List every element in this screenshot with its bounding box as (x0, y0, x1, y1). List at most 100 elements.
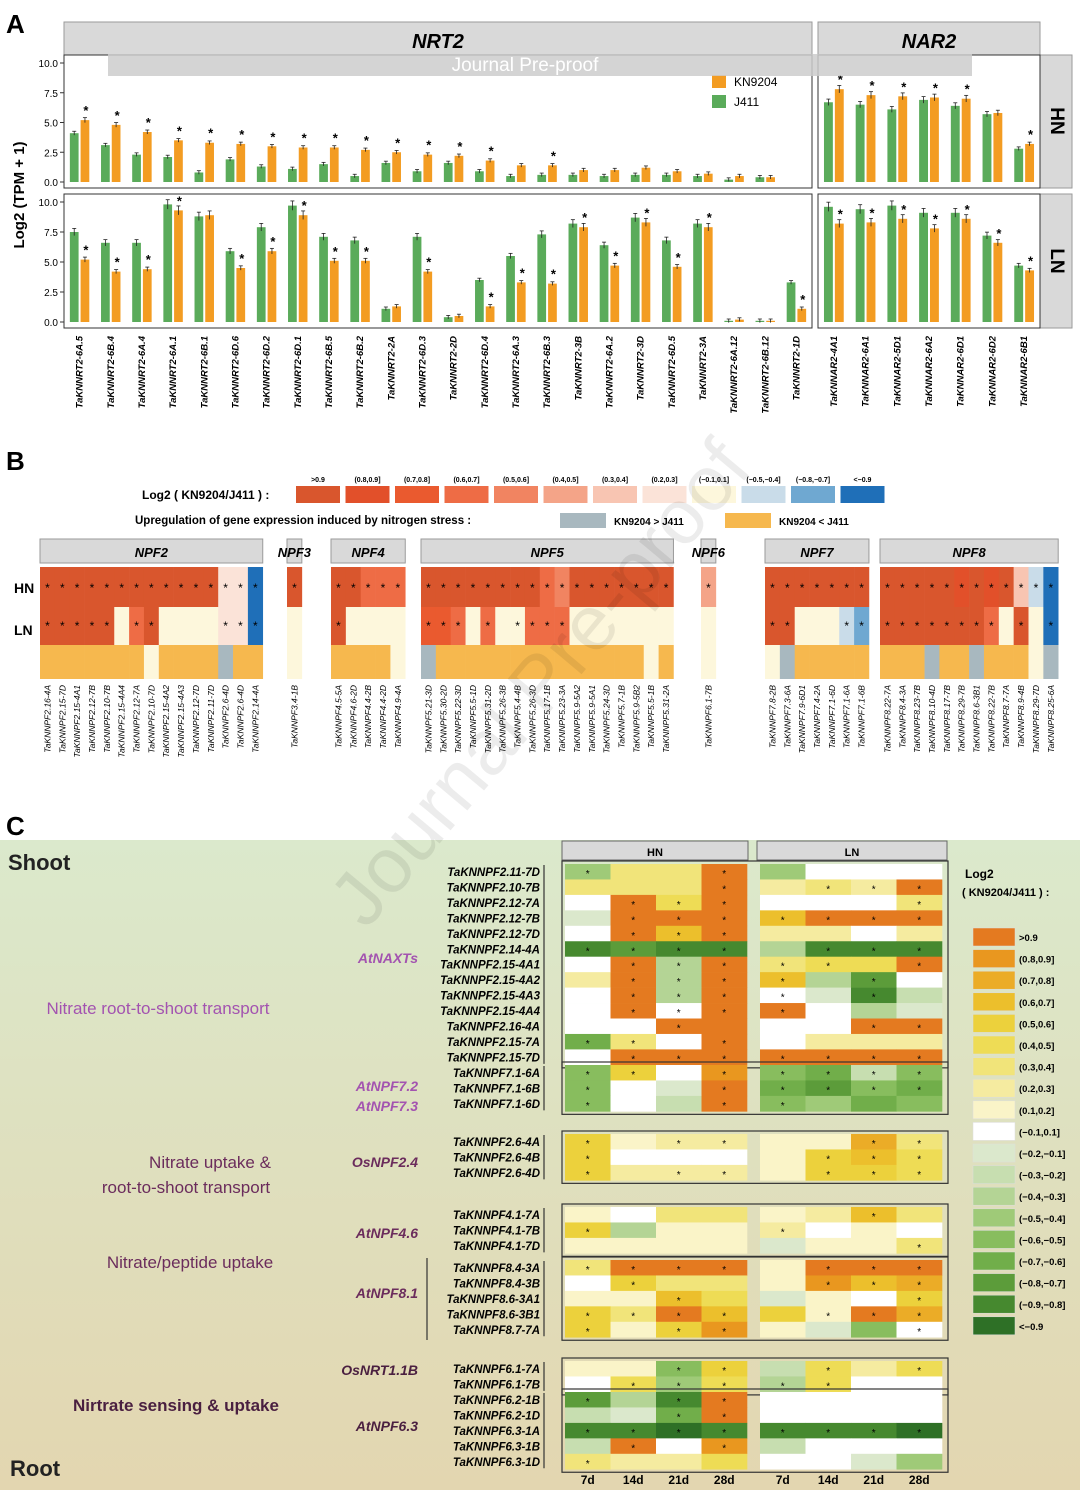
bar-j411 (950, 212, 960, 322)
legend-c-label: (−0.1,0.1] (1019, 1127, 1060, 1138)
bar-j411 (381, 308, 391, 322)
gene-label: TaKNNPF2.12-7B (87, 685, 97, 753)
time-cell-ln (760, 972, 806, 988)
heat-cell-hn (765, 567, 781, 607)
heat-cell-hn (701, 567, 717, 607)
sig-star: * (677, 915, 681, 926)
time-cell-hn (701, 972, 748, 988)
bar-kn9204 (735, 176, 744, 182)
sig-star: * (75, 581, 80, 595)
sig-star: * (917, 946, 921, 957)
bar-kn9204 (205, 142, 214, 182)
sig-star: * (631, 1054, 635, 1065)
sig-star: * (677, 993, 681, 1004)
tissue-shoot: Shoot (8, 850, 71, 875)
time-cell-hn (565, 1321, 611, 1338)
time-cell-ln (896, 1290, 943, 1307)
heat-cell-up (218, 645, 234, 679)
heat-cell-ln (924, 607, 940, 645)
sig-star: * (781, 1101, 785, 1112)
significance-star: * (83, 243, 89, 258)
gene-name: TaKNNPF7.1-6B (453, 1083, 540, 1095)
block-frame (561, 860, 949, 1069)
bar-j411 (693, 176, 702, 182)
bar-j411 (256, 227, 266, 322)
gene-label: TaKNNPF7.4-2A (812, 685, 822, 748)
time-cell-ln (896, 1237, 943, 1254)
bar-kn9204 (485, 160, 495, 182)
heat-cell-up (584, 645, 600, 679)
gene-name: TaKNNPF2.6-4A (453, 1137, 540, 1149)
sig-star: * (722, 962, 726, 973)
sig-star: * (900, 619, 905, 633)
sig-star: * (959, 581, 964, 595)
time-cell-ln (805, 1392, 852, 1408)
time-cell-hn (656, 925, 702, 942)
time-cell-ln (760, 1018, 806, 1035)
time-cell-hn (701, 894, 748, 911)
time-cell-ln (805, 1134, 852, 1150)
sig-star: * (45, 581, 50, 595)
heat-cell-hn (510, 567, 526, 607)
legend-c-swatch (972, 1122, 1016, 1141)
heat-cell-up (954, 645, 970, 679)
sig-star: * (917, 1366, 921, 1377)
bar-kn9204 (423, 271, 433, 322)
sig-star: * (974, 619, 979, 633)
time-cell-hn (610, 1306, 657, 1323)
heat-cell-hn (569, 567, 585, 607)
heat-cell-hn (628, 567, 645, 607)
bar-j411 (568, 223, 578, 322)
strip-hn-label: HN (1046, 107, 1067, 134)
time-cell-ln (896, 987, 943, 1004)
heat-cell-ln (233, 607, 249, 645)
sig-star: * (75, 619, 80, 633)
heat-cell-up (435, 645, 451, 679)
sig-star: * (930, 619, 935, 633)
legend-c-label: (0.5,0.6] (1019, 1019, 1054, 1030)
sig-star: * (485, 581, 490, 595)
x-tick-label: TaKNNRT2-6D.2 (262, 335, 273, 408)
gene-name: TaKNNPF6.1-7A (453, 1364, 540, 1376)
time-cell-ln (851, 1260, 897, 1276)
timepoint-label: 28d (909, 1473, 930, 1487)
time-cell-ln (896, 1275, 943, 1292)
gene-name: TaKNNPF2.6-4B (453, 1152, 540, 1164)
bar-j411 (101, 145, 110, 182)
x-tick-label: TaKNNRT2-6B.12 (760, 335, 771, 413)
sig-star: * (677, 1327, 681, 1338)
gene-name: TaKNNPF6.3-1D (453, 1457, 540, 1469)
time-cell-ln (851, 941, 897, 957)
gene-label: TaKNNPF8.6-3B1 (972, 685, 982, 753)
heat-cell-ln (480, 607, 496, 645)
gene-label: TaKNNPF5.26-3B (498, 685, 508, 753)
time-cell-ln (805, 1003, 852, 1019)
time-cell-hn (565, 910, 611, 927)
time-cell-ln (760, 1321, 806, 1338)
sig-star: * (770, 619, 775, 633)
gene-label: TaKNNPF5.5-1D (468, 685, 478, 748)
legend-c-swatch (972, 1186, 1016, 1206)
sig-star: * (722, 1170, 726, 1181)
time-cell-hn (610, 1222, 657, 1239)
heat-cell-up (809, 645, 825, 679)
bar-j411 (443, 162, 453, 182)
bar-j411 (132, 242, 141, 322)
heat-cell-ln (421, 607, 437, 645)
gene-label: TaKNNPF2.15-7D (57, 685, 67, 753)
significance-star: * (838, 72, 844, 87)
bin-swatch (692, 486, 736, 503)
time-cell-hn (565, 1065, 611, 1081)
significance-star: * (208, 126, 214, 141)
heat-cell-hn (658, 567, 674, 607)
heat-cell-ln (894, 607, 910, 645)
heat-cell-hn (1043, 567, 1059, 607)
legend-c-swatch (972, 1100, 1016, 1120)
time-cell-ln (760, 925, 806, 942)
time-cell-hn (656, 972, 702, 988)
bar-j411 (101, 242, 110, 322)
heat-cell-up (465, 645, 481, 679)
significance-star: * (676, 250, 682, 265)
sig-star: * (722, 1381, 726, 1392)
time-cell-ln (805, 894, 852, 911)
